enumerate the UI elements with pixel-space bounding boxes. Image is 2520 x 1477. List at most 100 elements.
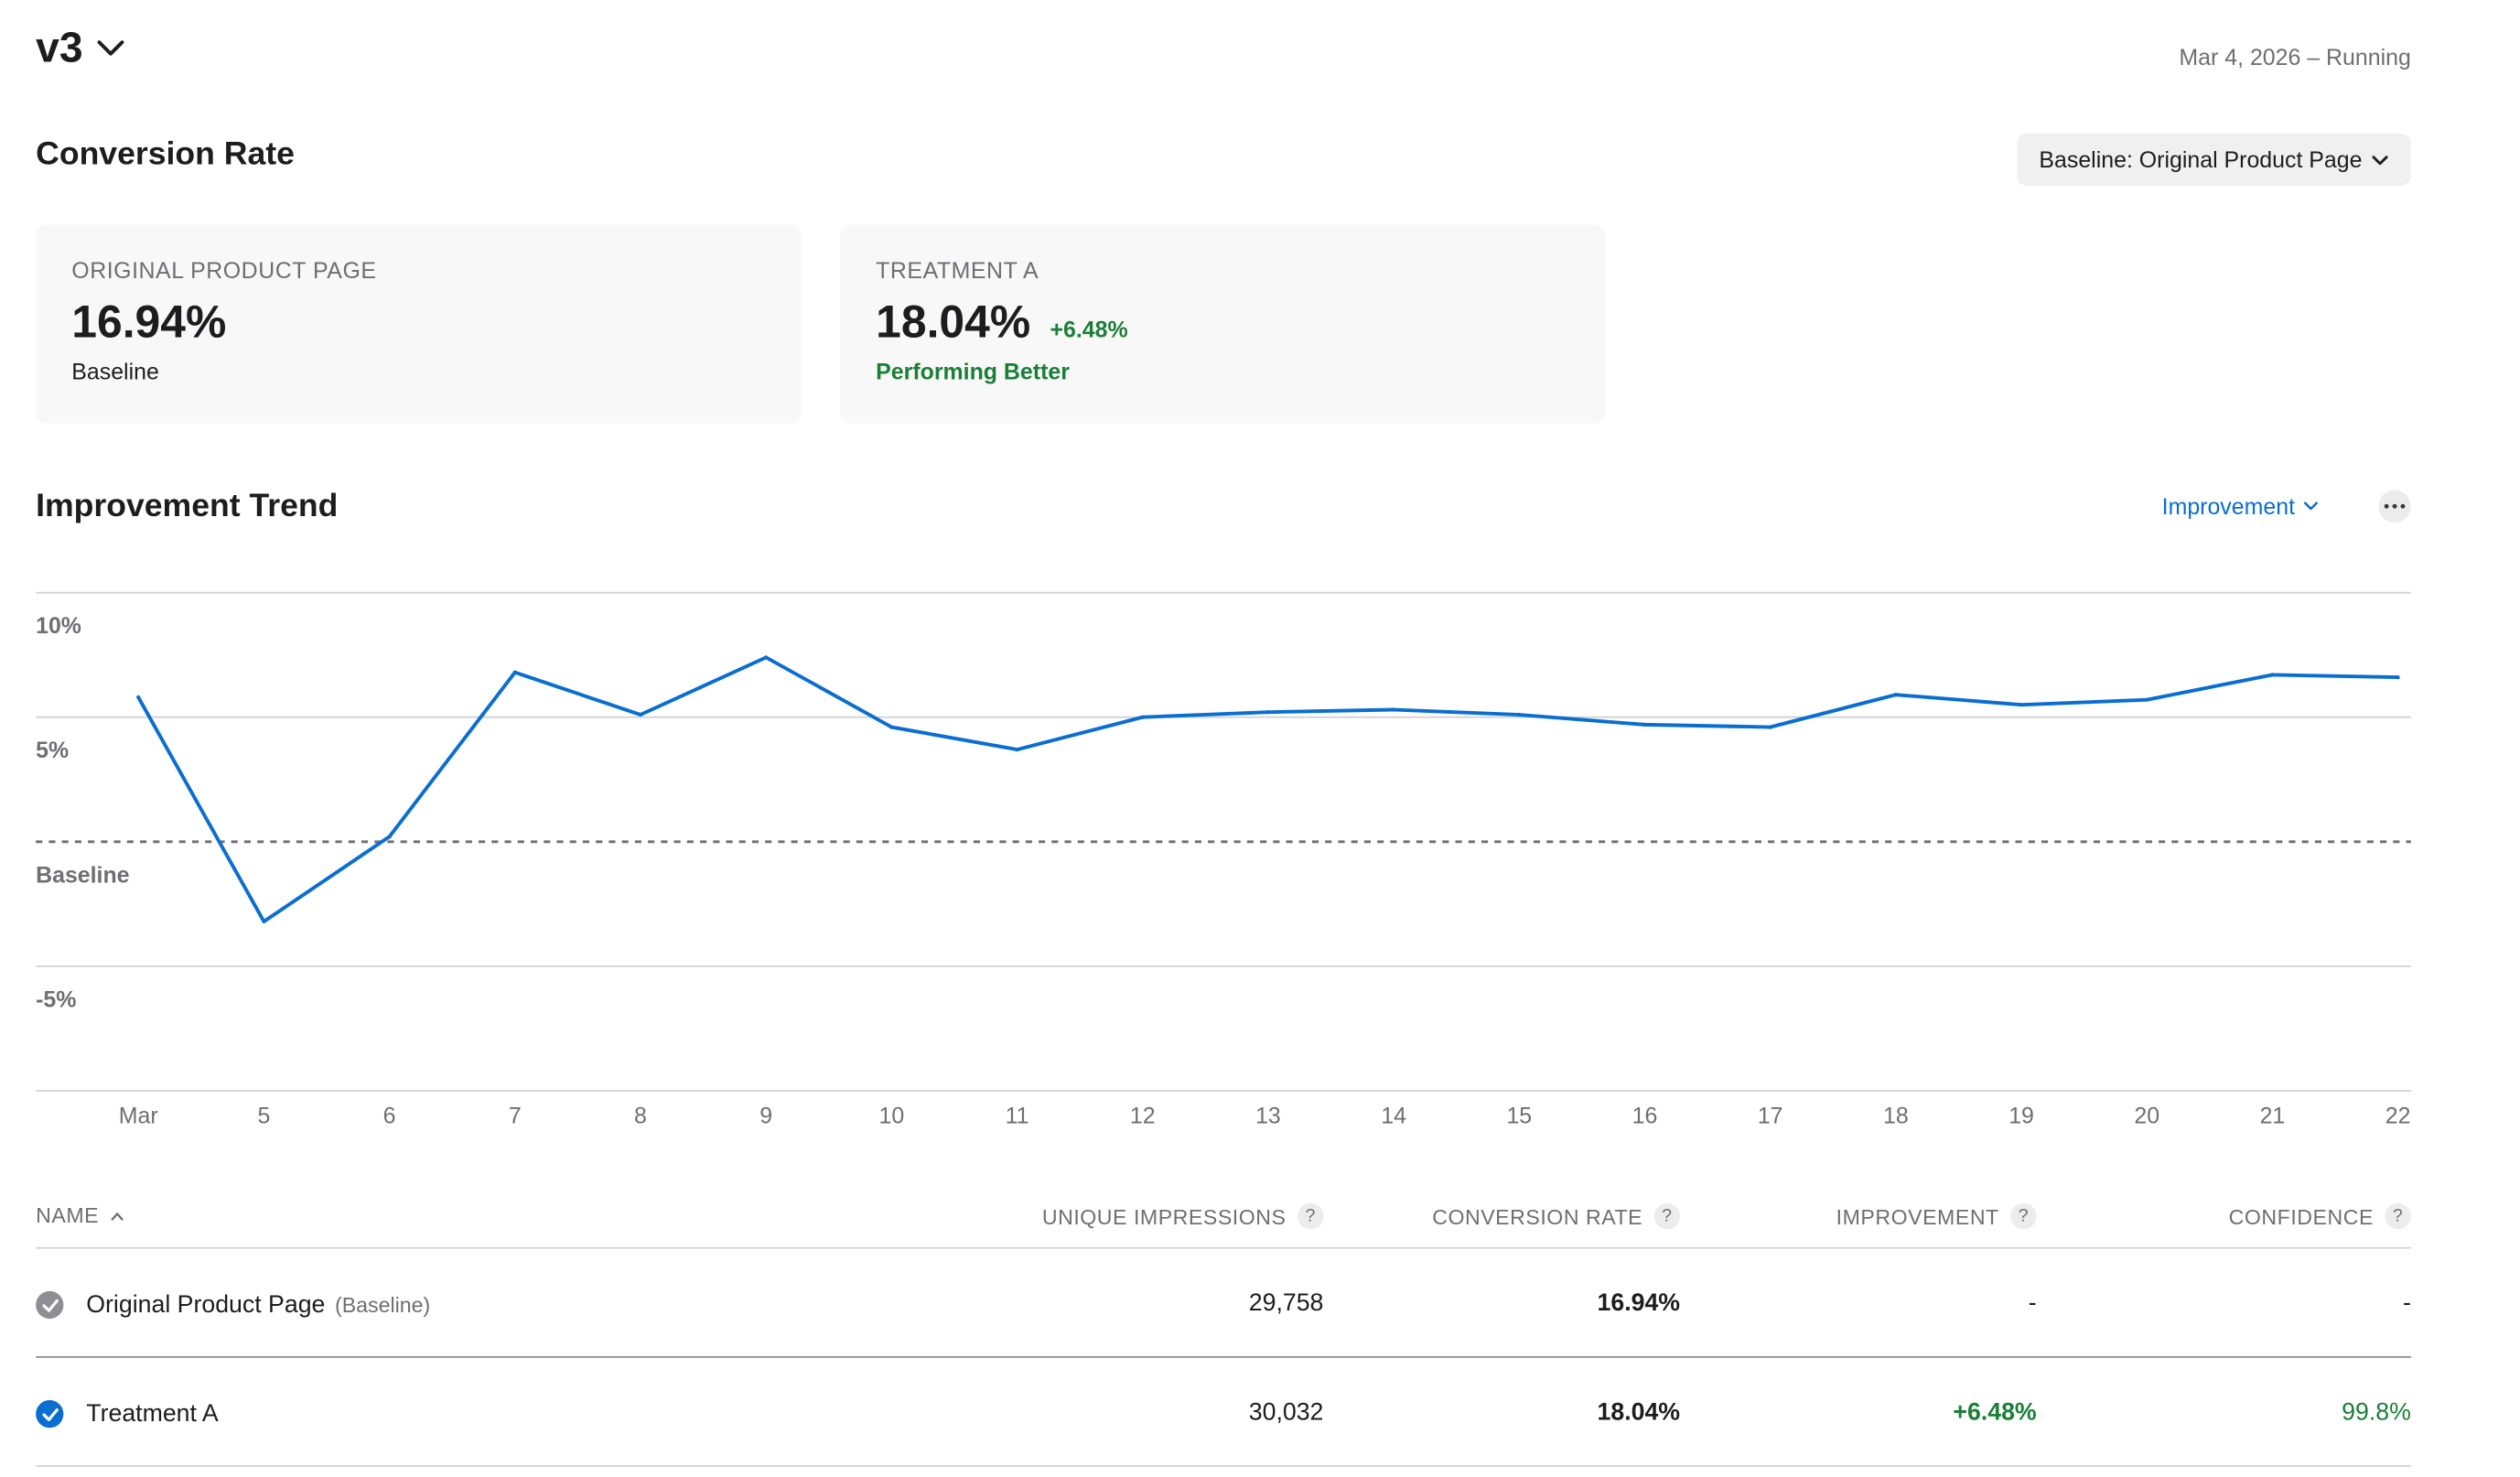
help-icon[interactable]: ? — [1297, 1202, 1324, 1230]
column-header-impressions: UNIQUE IMPRESSIONS ? — [1041, 1202, 1324, 1230]
x-tick-label: 18 — [1883, 1104, 1909, 1129]
version-label: v3 — [36, 22, 83, 72]
row-impressions: 30,032 — [1248, 1398, 1324, 1427]
data-point — [512, 670, 517, 674]
check-circle-icon[interactable] — [36, 1400, 64, 1428]
column-header-confidence: CONFIDENCE ? — [2228, 1202, 2411, 1230]
treatment-card: TREATMENT A 18.04% +6.48% Performing Bet… — [840, 224, 1606, 424]
column-header-label: IMPROVEMENT — [1836, 1203, 1999, 1229]
data-point — [387, 835, 392, 839]
card-title: ORIGINAL PRODUCT PAGE — [71, 257, 377, 284]
more-options-button[interactable] — [2378, 490, 2411, 523]
data-point — [764, 655, 769, 660]
column-header-conversion-rate: CONVERSION RATE ? — [1432, 1202, 1681, 1230]
x-tick-label: 7 — [509, 1104, 522, 1129]
x-tick-label: 17 — [1758, 1104, 1783, 1129]
help-icon[interactable]: ? — [2010, 1202, 2037, 1230]
row-confidence: - — [2402, 1289, 2411, 1318]
chevron-down-icon — [2372, 155, 2388, 165]
improvement-trend-title: Improvement Trend — [36, 488, 339, 524]
row-improvement: +6.48% — [1953, 1398, 2037, 1427]
x-tick-label: 19 — [2008, 1104, 2034, 1129]
help-icon[interactable]: ? — [2385, 1202, 2411, 1230]
experiment-status: Mar 4, 2026 – Running — [2179, 44, 2411, 70]
card-value: 18.04% — [876, 296, 1031, 347]
column-header-label: UNIQUE IMPRESSIONS — [1041, 1203, 1287, 1229]
baseline-card: ORIGINAL PRODUCT PAGE 16.94% Baseline — [36, 224, 802, 424]
card-subtitle: Performing Better — [876, 358, 1070, 384]
metric-selector-label: Improvement — [2161, 493, 2296, 520]
card-delta: +6.48% — [1050, 316, 1128, 342]
row-name: Treatment A — [86, 1400, 219, 1428]
data-point — [2145, 697, 2149, 702]
data-point — [1768, 725, 1772, 729]
improvement-line — [136, 655, 2398, 923]
card-subtitle: Baseline — [71, 358, 159, 384]
row-conversion-rate: 18.04% — [1597, 1398, 1681, 1427]
row-tag: (Baseline) — [335, 1292, 431, 1318]
column-header-name[interactable]: NAME — [36, 1202, 124, 1228]
sort-ascending-icon — [111, 1212, 124, 1220]
baseline-selector-label: Baseline: Original Product Page — [2039, 146, 2363, 173]
y-tick-label: 5% — [36, 738, 69, 763]
x-tick-label: 8 — [634, 1104, 647, 1129]
baseline-selector[interactable]: Baseline: Original Product Page — [2016, 133, 2411, 186]
column-header-improvement: IMPROVEMENT ? — [1836, 1202, 2037, 1230]
data-point — [1265, 710, 1271, 715]
data-point — [2396, 675, 2400, 680]
metric-selector[interactable]: Improvement — [2161, 493, 2318, 520]
data-point — [1391, 707, 1396, 712]
row-divider — [36, 1355, 2411, 1358]
row-divider — [36, 1465, 2411, 1467]
x-tick-label: Mar — [119, 1104, 158, 1129]
x-tick-label: 20 — [2134, 1104, 2159, 1129]
data-point — [262, 919, 266, 924]
data-point — [1642, 722, 1647, 727]
column-header-label: CONFIDENCE — [2228, 1203, 2374, 1229]
row-confidence: 99.8% — [2342, 1398, 2411, 1427]
x-tick-label: 15 — [1506, 1104, 1532, 1129]
data-point — [136, 695, 141, 700]
x-tick-label: 21 — [2260, 1104, 2286, 1129]
data-point — [638, 712, 643, 717]
conversion-rate-title: Conversion Rate — [36, 136, 295, 173]
x-tick-label: 16 — [1632, 1104, 1658, 1129]
data-point — [2270, 673, 2275, 677]
x-tick-label: 13 — [1255, 1104, 1281, 1129]
card-value: 16.94% — [71, 296, 227, 347]
ellipsis-icon — [2384, 503, 2406, 509]
x-tick-label: 14 — [1381, 1104, 1406, 1129]
table-row: Original Product Page (Baseline) — [36, 1290, 431, 1320]
data-point — [889, 725, 894, 729]
y-tick-label: 10% — [36, 613, 81, 639]
x-tick-label: 5 — [257, 1104, 270, 1129]
chevron-down-icon — [97, 39, 124, 55]
chevron-down-icon — [2303, 501, 2318, 511]
x-tick-label: 6 — [383, 1104, 396, 1129]
help-icon[interactable]: ? — [1653, 1202, 1681, 1230]
row-improvement: - — [2028, 1289, 2037, 1318]
x-tick-label: 11 — [1006, 1104, 1029, 1129]
row-conversion-rate: 16.94% — [1597, 1289, 1681, 1318]
check-circle-icon[interactable] — [36, 1290, 64, 1320]
card-title: TREATMENT A — [876, 257, 1039, 284]
column-header-label: NAME — [36, 1202, 100, 1228]
x-tick-label: 10 — [879, 1104, 905, 1129]
data-point — [2019, 702, 2024, 707]
data-point — [1015, 747, 1019, 752]
table-row: Treatment A — [36, 1400, 228, 1428]
version-selector[interactable]: v3 — [36, 23, 125, 73]
y-tick-label: Baseline — [36, 862, 129, 888]
row-name: Original Product Page — [86, 1290, 326, 1320]
data-point — [1140, 715, 1145, 719]
y-tick-label: -5% — [36, 986, 76, 1012]
x-tick-label: 9 — [759, 1104, 772, 1129]
x-tick-label: 12 — [1130, 1104, 1156, 1129]
row-impressions: 29,758 — [1248, 1289, 1324, 1318]
x-tick-label: 22 — [2385, 1104, 2411, 1129]
improvement-trend-chart: 10% 5% Baseline -5% Mar 5 6 7 8 9 10 11 12 13 14 15 16 17… — [36, 591, 2411, 1129]
table-header-divider — [36, 1246, 2411, 1249]
data-point — [1893, 693, 1898, 697]
data-point — [1517, 712, 1522, 717]
column-header-label: CONVERSION RATE — [1432, 1203, 1643, 1229]
